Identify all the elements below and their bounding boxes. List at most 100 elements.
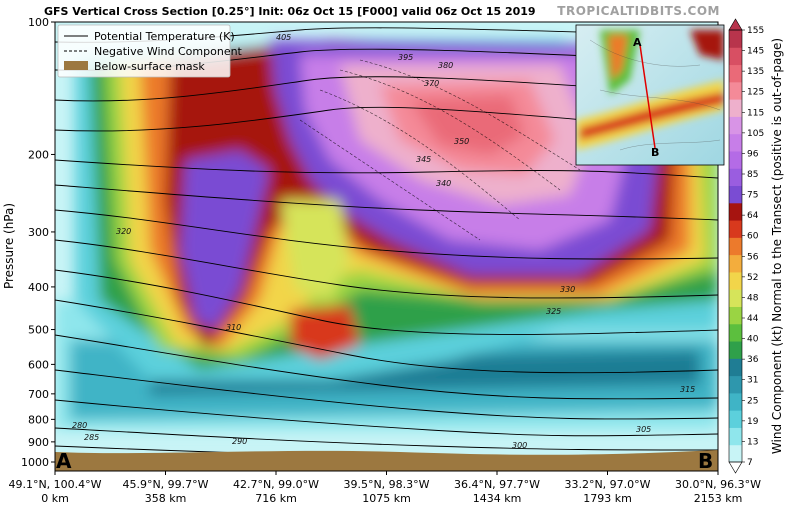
colorbar-tick-label: 52 [747,273,758,283]
colorbar-segment [729,375,742,394]
x-tick-distance-label: 1434 km [473,492,522,505]
y-axis-title: Pressure (hPa) [2,203,16,289]
x-tick-coord-label: 39.5°N, 98.3°W [343,478,429,491]
colorbar-segment [729,410,742,428]
colorbar-segment [729,289,742,307]
colorbar-segment [729,220,742,238]
below-surface-mask [55,450,718,471]
svg-text:305: 305 [636,425,651,434]
y-tick-label: 800 [28,413,49,426]
colorbar-tick-label: 7 [747,458,753,468]
y-tick-label: 700 [28,388,49,401]
y-tick-label: 200 [28,148,49,161]
brand-label: TROPICALTIDBITS.COM [557,4,720,18]
y-tick-label: 600 [28,358,49,371]
chart-title: GFS Vertical Cross Section [0.25°] Init:… [44,5,536,18]
colorbar-tick-label: 75 [747,191,758,201]
colorbar-tick-label: 105 [747,129,764,139]
colorbar-segment [729,64,742,83]
x-tick-distance-label: 1793 km [583,492,632,505]
colorbar-segment [729,30,742,48]
svg-text:395: 395 [398,53,413,62]
colorbar-frame [728,29,743,463]
legend-label-surface-mask: Below-surface mask [94,60,205,73]
colorbar-tick-label: 115 [747,108,764,118]
colorbar-segment [729,81,742,100]
colorbar-segment [729,133,742,152]
svg-text:345: 345 [416,155,431,164]
colorbar-tick-label: 145 [747,47,764,57]
x-tick-coord-label: 42.7°N, 99.0°W [233,478,319,491]
colorbar: 7 13 19 25 31 36 40 44 48 52 56 60 64 75 85 96 105 115 125… [728,18,764,474]
x-tick-distance-label: 0 km [41,492,69,505]
colorbar-segment [729,392,742,411]
colorbar-extend-min [728,461,743,474]
colorbar-segment [729,306,742,325]
colorbar-tick-label: 85 [747,170,758,180]
y-tick-label: 1000 [21,456,49,469]
svg-text:350: 350 [454,137,469,146]
colorbar-tick-label: 25 [747,396,758,406]
colorbar-tick-label: 13 [747,437,758,447]
y-tick-label: 400 [28,281,49,294]
y-tick-label: 500 [28,324,49,337]
y-tick-label: 100 [28,16,49,29]
inset-frame [575,24,725,166]
colorbar-tick-label: 64 [747,211,759,221]
svg-text:300: 300 [512,441,527,450]
svg-text:405: 405 [276,33,291,42]
colorbar-segment [729,444,742,463]
legend-box [57,24,231,78]
y-tick-label: 300 [28,226,49,239]
x-tick-distance-label: 2153 km [694,492,743,505]
colorbar-segment [729,427,742,446]
colorbar-tick-label: 40 [747,335,759,345]
colorbar-tick-label: 155 [747,26,764,36]
colorbar-segment [729,168,742,187]
x-tick-distance-label: 1075 km [362,492,411,505]
legend-swatch-patch [64,61,88,70]
endpoint-b-label: B [698,449,713,473]
x-tick-coord-label: 36.4°N, 97.7°W [454,478,540,491]
colorbar-title: Wind Component (kt) Normal to the Transe… [770,38,784,454]
colorbar-tick-label: 19 [747,417,759,427]
colorbar-tick-label: 36 [747,355,759,365]
x-tick-coord-label: 30.0°N, 96.3°W [675,478,761,491]
svg-text:380: 380 [438,61,453,70]
colorbar-tick-label: 44 [747,314,759,324]
plot-area: 395 380 370 350 345 340 320 330 325 310 … [55,22,718,471]
svg-text:325: 325 [546,307,561,316]
legend: Potential Temperature (K) Negative Wind … [57,24,243,78]
endpoint-a-label: A [56,449,72,473]
colorbar-segment [729,341,742,359]
colorbar-segment [729,323,742,342]
inset-label-b: B [651,146,659,159]
colorbar-segment [729,202,742,221]
svg-text:320: 320 [116,227,131,236]
colorbar-segment [729,185,742,204]
legend-label-negative-wind: Negative Wind Component [94,45,243,58]
y-axis-ticks: 100 200 300 400 500 600 700 800 900 1000 [21,16,55,469]
x-tick-coord-label: 49.1°N, 100.4°W [8,478,101,491]
colorbar-segment [729,116,742,135]
colorbar-tick-label: 48 [747,293,759,303]
colorbar-segment [729,358,742,377]
x-tick-distance-label: 358 km [145,492,187,505]
svg-text:310: 310 [226,323,241,332]
colorbar-tick-label: 60 [747,232,759,242]
isentrope-labels: 395 380 370 350 345 340 320 330 325 310 … [72,33,695,450]
colorbar-tick-label: 96 [747,149,759,159]
colorbar-tick-label: 135 [747,67,764,77]
svg-text:280: 280 [72,421,87,430]
x-tick-distance-label: 716 km [255,492,297,505]
negative-wind-contours [299,59,581,241]
svg-text:290: 290 [232,437,247,446]
svg-text:370: 370 [424,79,439,88]
y-tick-label: 900 [28,436,49,449]
colorbar-tick-label: 125 [747,88,764,98]
svg-text:340: 340 [436,179,451,188]
colorbar-segment [729,237,742,256]
colorbar-extend-max [728,18,743,31]
svg-text:315: 315 [680,385,695,394]
